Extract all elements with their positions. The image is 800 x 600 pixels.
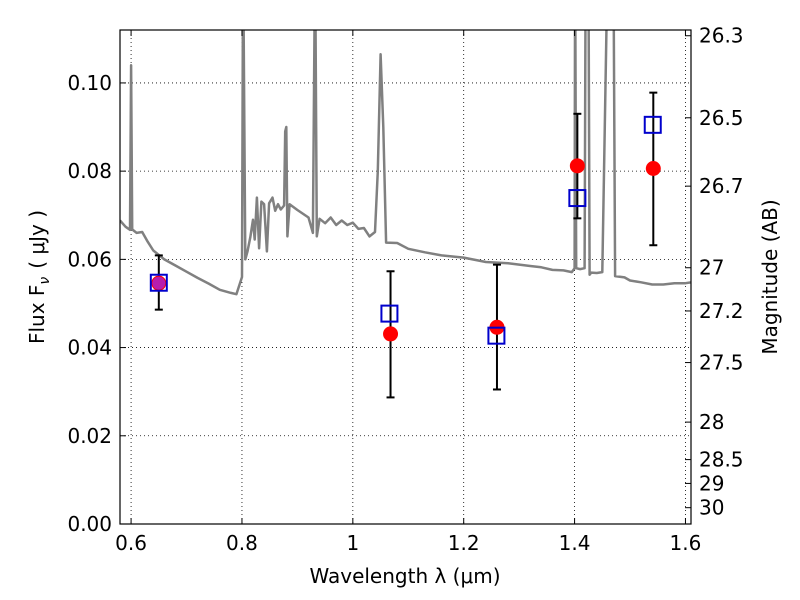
- y2-tick-label: 29: [699, 471, 724, 495]
- y2-tick-label: 27: [699, 256, 724, 280]
- model-flux-square: [643, 115, 662, 134]
- model-flux-square: [568, 189, 587, 208]
- y2-tick-label: 28.5: [699, 448, 744, 472]
- observed-flux-point: [383, 326, 399, 342]
- model-flux-square: [380, 304, 399, 323]
- y-axis-label: Flux Fν ( μJy ): [25, 210, 53, 344]
- plot-frame: [119, 29, 692, 525]
- y-axis-label-sub: ν: [37, 277, 53, 285]
- y-tick-label: 0.02: [67, 424, 112, 448]
- y-tick-label: 0.08: [67, 159, 112, 183]
- overlap-point: [152, 276, 166, 290]
- y-tick-label: 0.06: [67, 247, 112, 271]
- model-flux-square: [149, 273, 168, 292]
- y2-tick-label: 26.3: [699, 24, 744, 48]
- y-axis-label-main: Flux F: [25, 285, 49, 344]
- x-tick-label: 1.2: [448, 531, 480, 555]
- y-tick-label: 0.10: [67, 71, 112, 95]
- axes-ticks: 0.6 0.8 1 1.2 1.4 1.6 0.00 0.02 0.04 0.06 0.08 0.10…: [67, 24, 743, 555]
- x-tick-label: 1: [346, 531, 359, 555]
- y2-tick-label: 27.2: [699, 299, 744, 323]
- y2-tick-label: 26.7: [699, 174, 744, 198]
- x-tick-label: 1.6: [670, 531, 702, 555]
- x-tick-label: 0.8: [226, 531, 258, 555]
- y-axis-label-unit: ( μJy ): [25, 210, 49, 269]
- y-tick-label: 0.00: [67, 512, 112, 536]
- plot-area: [120, 30, 691, 399]
- observed-flux-point: [645, 160, 661, 176]
- x-tick-label: 0.6: [115, 531, 147, 555]
- y2-tick-label: 30: [699, 496, 724, 520]
- model-flux-square: [487, 326, 506, 345]
- y2-tick-label: 27.5: [699, 351, 744, 375]
- model-spectrum-line: [120, 30, 691, 296]
- x-axis-label: Wavelength λ (μm): [309, 564, 500, 588]
- observed-flux-point: [569, 158, 585, 174]
- x-tick-label: 1.4: [559, 531, 591, 555]
- y2-tick-label: 28: [699, 410, 724, 434]
- y2-tick-label: 26.5: [699, 106, 744, 130]
- y-tick-label: 0.04: [67, 336, 112, 360]
- y2-axis-label: Magnitude (AB): [758, 199, 782, 354]
